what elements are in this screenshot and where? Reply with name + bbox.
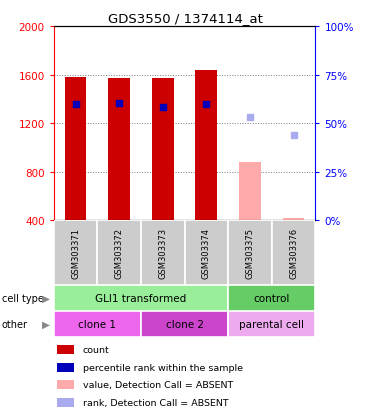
Point [290,132,296,139]
Text: control: control [253,293,290,303]
Text: parental cell: parental cell [239,319,304,329]
Point [160,104,166,111]
Bar [57,363,73,372]
Bar [228,221,272,285]
Point [116,101,122,107]
Text: GDS3550 / 1374114_at: GDS3550 / 1374114_at [108,12,263,24]
Text: ▶: ▶ [42,293,50,303]
Text: rank, Detection Call = ABSENT: rank, Detection Call = ABSENT [83,398,228,407]
Bar [184,221,228,285]
Point [203,102,209,108]
Bar [97,221,141,285]
Text: GSM303375: GSM303375 [246,228,255,278]
Bar [54,285,228,311]
Bar [228,285,315,311]
Bar [196,71,217,221]
Point [247,114,253,121]
Text: cell type: cell type [2,293,44,303]
Bar [108,79,130,221]
Text: GSM303373: GSM303373 [158,228,167,278]
Text: GLI1 transformed: GLI1 transformed [95,293,187,303]
Bar [54,221,97,285]
Text: count: count [83,345,109,354]
Bar [141,311,228,337]
Bar [57,345,73,354]
Bar [152,78,174,221]
Bar [57,380,73,389]
Text: clone 2: clone 2 [165,319,204,329]
Text: ▶: ▶ [42,319,50,329]
Bar [141,221,184,285]
Text: clone 1: clone 1 [78,319,116,329]
Text: GSM303376: GSM303376 [289,228,298,278]
Text: other: other [2,319,28,329]
Bar [283,219,305,221]
Text: value, Detection Call = ABSENT: value, Detection Call = ABSENT [83,380,233,389]
Text: GSM303371: GSM303371 [71,228,80,278]
Bar [65,78,86,221]
Text: percentile rank within the sample: percentile rank within the sample [83,363,243,372]
Text: GSM303372: GSM303372 [115,228,124,278]
Bar [239,163,261,221]
Bar [272,221,315,285]
Bar [54,311,141,337]
Text: GSM303374: GSM303374 [202,228,211,278]
Bar [57,398,73,407]
Point [73,102,79,108]
Bar [228,311,315,337]
